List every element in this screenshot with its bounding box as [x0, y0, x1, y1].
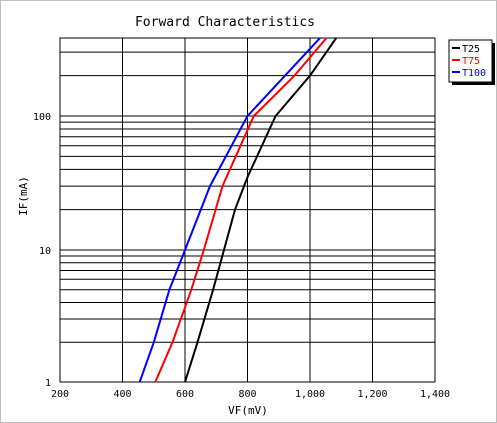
legend-label-t25: T25 — [462, 44, 480, 55]
x-tick-labels: 200 400 600 800 1,000 1,200 1,400 — [51, 389, 450, 400]
x-tick-label: 1,000 — [295, 389, 325, 400]
x-tick-label: 1,200 — [357, 389, 387, 400]
x-tick-label: 1,400 — [420, 389, 450, 400]
legend-label-t100: T100 — [462, 68, 486, 79]
x-tick-label: 200 — [51, 389, 69, 400]
series-lines — [138, 38, 338, 382]
legend-label-t75: T75 — [462, 56, 480, 67]
series-line-t25 — [184, 38, 338, 382]
x-axis-label: VF(mV) — [228, 404, 268, 417]
chart-title: Forward Characteristics — [135, 15, 315, 30]
series-line-t75 — [154, 38, 328, 382]
y-tick-labels: 1 10 100 — [33, 112, 51, 389]
series-line-t100 — [138, 38, 322, 382]
plot-area — [59, 37, 436, 383]
y-tick-label: 10 — [39, 246, 51, 257]
y-tick-label: 100 — [33, 112, 51, 123]
x-tick-label: 800 — [238, 389, 256, 400]
y-tick-label: 1 — [45, 378, 51, 389]
y-axis-label: IF(mA) — [17, 176, 30, 216]
grid-lines — [60, 38, 435, 382]
x-tick-label: 400 — [113, 389, 131, 400]
x-tick-label: 600 — [176, 389, 194, 400]
